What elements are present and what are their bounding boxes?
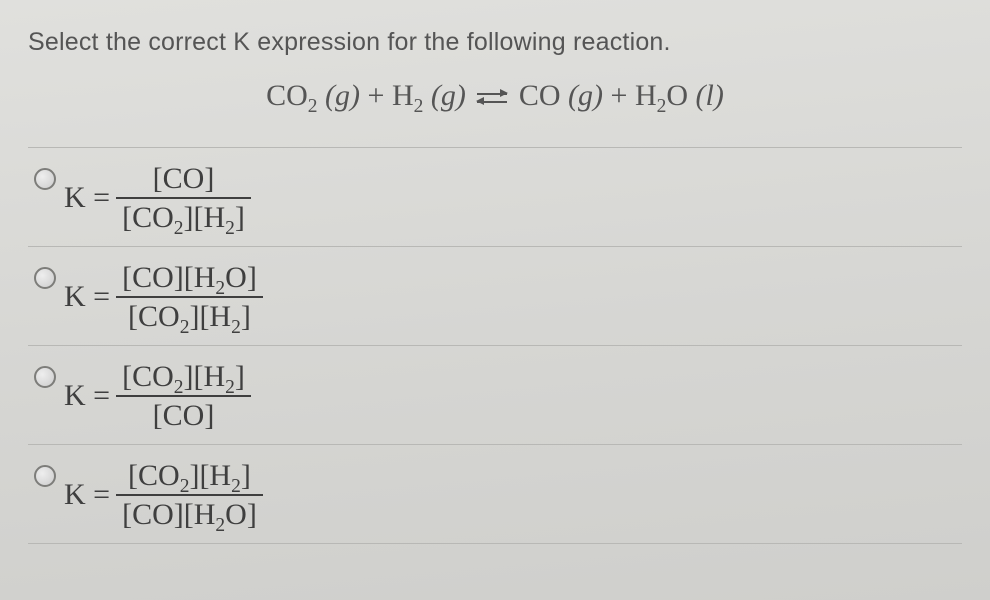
k-equals: K = bbox=[64, 478, 110, 512]
radio-icon[interactable] bbox=[34, 465, 56, 487]
option-1[interactable]: K = [CO] [CO2][H2] bbox=[28, 148, 962, 247]
fraction: [CO2][H2] [CO] bbox=[116, 360, 251, 432]
k-equals: K = bbox=[64, 280, 110, 314]
option-2[interactable]: K = [CO][H2O] [CO2][H2] bbox=[28, 247, 962, 346]
plus-icon: + bbox=[368, 79, 385, 112]
denominator: [CO2][H2] bbox=[116, 201, 251, 234]
equilibrium-icon bbox=[477, 88, 507, 108]
option-expression: K = [CO][H2O] [CO2][H2] bbox=[64, 261, 263, 333]
numerator: [CO2][H2] bbox=[116, 360, 251, 393]
fraction: [CO][H2O] [CO2][H2] bbox=[116, 261, 263, 333]
species-co: CO (g) bbox=[519, 79, 611, 112]
option-expression: K = [CO] [CO2][H2] bbox=[64, 162, 251, 234]
fraction: [CO] [CO2][H2] bbox=[116, 162, 251, 234]
species-h2: H2 (g) bbox=[392, 79, 473, 112]
reaction-equation: CO2 (g) + H2 (g) CO (g) + H2O (l) bbox=[28, 79, 962, 113]
k-equals: K = bbox=[64, 181, 110, 215]
fraction: [CO2][H2] [CO][H2O] bbox=[116, 459, 263, 531]
k-equals: K = bbox=[64, 379, 110, 413]
species-h2o: H2O (l) bbox=[635, 79, 724, 112]
option-3[interactable]: K = [CO2][H2] [CO] bbox=[28, 346, 962, 445]
denominator: [CO2][H2] bbox=[122, 300, 257, 333]
radio-icon[interactable] bbox=[34, 267, 56, 289]
species-co2: CO2 (g) bbox=[266, 79, 367, 112]
option-4[interactable]: K = [CO2][H2] [CO][H2O] bbox=[28, 445, 962, 544]
question-prompt: Select the correct K expression for the … bbox=[28, 28, 962, 57]
numerator: [CO] bbox=[147, 162, 221, 195]
radio-icon[interactable] bbox=[34, 168, 56, 190]
radio-icon[interactable] bbox=[34, 366, 56, 388]
plus-icon: + bbox=[611, 79, 628, 112]
numerator: [CO2][H2] bbox=[122, 459, 257, 492]
answer-options: K = [CO] [CO2][H2] K = [CO][H2O bbox=[28, 147, 962, 544]
numerator: [CO][H2O] bbox=[116, 261, 263, 294]
question-sheet: Select the correct K expression for the … bbox=[0, 0, 990, 600]
denominator: [CO][H2O] bbox=[116, 498, 263, 531]
denominator: [CO] bbox=[147, 399, 221, 432]
option-expression: K = [CO2][H2] [CO] bbox=[64, 360, 251, 432]
option-expression: K = [CO2][H2] [CO][H2O] bbox=[64, 459, 263, 531]
